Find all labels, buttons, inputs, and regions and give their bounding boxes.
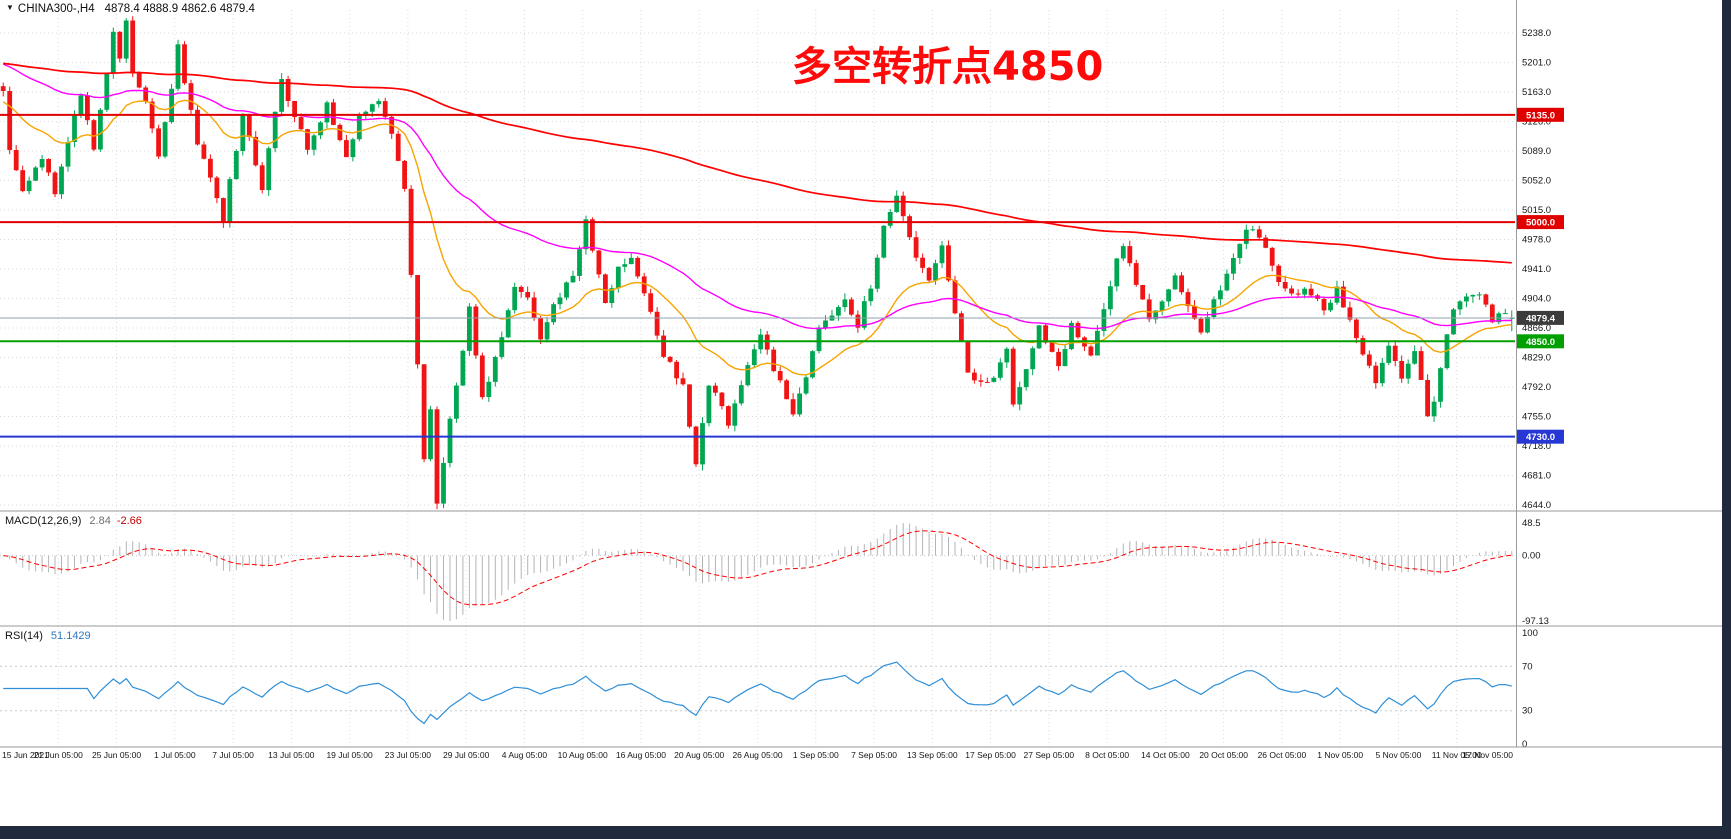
time-tick-label: 20 Aug 05:00: [674, 750, 724, 760]
chart-header: ▼ CHINA300-,H4 4878.4 4888.9 4862.6 4879.4: [6, 3, 255, 15]
macd-histogram: [9, 523, 1513, 621]
annotation-text[interactable]: 多空转折点4850: [792, 44, 1104, 90]
window-frame-bottom: [0, 826, 1731, 839]
price-tick-label: 5089.0: [1522, 146, 1551, 157]
rsi-axis-label: 70: [1522, 661, 1533, 672]
rsi-indicator-name: RSI(14): [5, 630, 43, 642]
time-tick-label: 4 Aug 05:00: [502, 750, 548, 760]
symbol-title: CHINA300-,H4: [17, 3, 95, 15]
rsi-axis-label: 30: [1522, 706, 1533, 717]
price-tick-label: 5163.0: [1522, 87, 1551, 98]
svg-text:4850.0: 4850.0: [1526, 337, 1555, 348]
time-tick-label: 5 Nov 05:00: [1376, 750, 1422, 760]
time-tick-label: 14 Oct 05:00: [1141, 750, 1190, 760]
macd-label: MACD(12,26,9) 2.84 -2.66: [5, 515, 142, 527]
time-tick-label: 11 Nov 05:00: [1432, 750, 1482, 760]
time-tick-label: 16 Aug 05:00: [616, 750, 666, 760]
time-tick-label: 23 Jul 05:00: [385, 750, 432, 760]
time-tick-label: 1 Sep 05:00: [793, 750, 839, 760]
price-axis[interactable]: 5238.0 5201.0 5163.0 5126.0 5089.0 5052.0 5015…: [1522, 28, 1551, 511]
price-badge-4730.0: 4730.0: [1517, 429, 1564, 444]
rsi-axis[interactable]: 100 70 30 0: [1522, 628, 1538, 750]
time-tick-label: 13 Sep 05:00: [907, 750, 958, 760]
price-badge-4879.4: 4879.4: [1517, 310, 1564, 325]
svg-text:4879.4: 4879.4: [1526, 313, 1556, 324]
price-tick-label: 5238.0: [1522, 28, 1551, 39]
symbol-marker-icon: ▼: [6, 3, 14, 12]
price-tick-label: 5052.0: [1522, 176, 1551, 187]
macd-signal-value: -2.66: [116, 515, 142, 527]
price-tick-label: 4941.0: [1522, 264, 1551, 275]
time-tick-label: 26 Oct 05:00: [1258, 750, 1307, 760]
price-tick-label: 5201.0: [1522, 58, 1551, 69]
price-tick-label: 4644.0: [1522, 500, 1551, 511]
price-tick-label: 4829.0: [1522, 353, 1551, 364]
rsi-axis-label: 100: [1522, 628, 1538, 639]
time-tick-label: 25 Jun 05:00: [92, 750, 141, 760]
price-badge-5000.0: 5000.0: [1517, 215, 1564, 230]
rsi-line: [3, 661, 1512, 725]
time-tick-label: 21 Jun 05:00: [34, 750, 83, 760]
ma-fast-line: [2, 99, 1512, 376]
time-tick-label: 29 Jul 05:00: [443, 750, 490, 760]
svg-text:5000.0: 5000.0: [1526, 218, 1555, 229]
time-tick-label: 1 Jul 05:00: [154, 750, 196, 760]
price-tick-label: 4792.0: [1522, 382, 1551, 393]
macd-axis-label: 48.5: [1522, 518, 1541, 529]
macd-signal-line: [3, 530, 1512, 606]
svg-text:4730.0: 4730.0: [1526, 432, 1555, 443]
ohlc-readout: 4878.4 4888.9 4862.6 4879.4: [104, 3, 255, 15]
time-tick-label: 26 Aug 05:00: [732, 750, 782, 760]
rsi-label: RSI(14) 51.1429: [5, 630, 91, 642]
time-tick-label: 7 Sep 05:00: [851, 750, 897, 760]
window-frame-right: [1722, 0, 1731, 839]
price-tick-label: 5015.0: [1522, 205, 1551, 216]
rsi-axis-label: 0: [1522, 739, 1527, 750]
price-badge-4850.0: 4850.0: [1517, 334, 1564, 349]
price-tick-label: 4755.0: [1522, 412, 1551, 423]
panel-separators: [0, 0, 1722, 748]
grid-layer: [0, 10, 1515, 747]
ma-mid-line: [2, 63, 1512, 330]
time-tick-label: 15 Jun 2021: [2, 750, 49, 760]
time-tick-label: 20 Oct 05:00: [1199, 750, 1248, 760]
macd-axis[interactable]: 48.5 0.00 -97.13: [1522, 518, 1549, 627]
rsi-value: 51.1429: [50, 630, 91, 642]
price-tick-label: 4866.0: [1522, 323, 1551, 334]
macd-axis-label: 0.00: [1522, 551, 1541, 562]
time-tick-label: 7 Jul 05:00: [212, 750, 254, 760]
price-badge-5135.0: 5135.0: [1517, 107, 1564, 122]
price-tick-label: 4681.0: [1522, 471, 1551, 482]
price-tick-label: 5126.0: [1522, 117, 1551, 128]
time-tick-label: 8 Oct 05:00: [1085, 750, 1129, 760]
macd-axis-label: -97.13: [1522, 616, 1549, 627]
macd-main-value: 2.84: [89, 515, 111, 527]
time-tick-label: 17 Sep 05:00: [965, 750, 1016, 760]
price-tick-label: 4978.0: [1522, 235, 1551, 246]
time-tick-label: 13 Jul 05:00: [268, 750, 315, 760]
svg-text:5135.0: 5135.0: [1526, 110, 1555, 121]
time-tick-label: 19 Jul 05:00: [326, 750, 373, 760]
macd-indicator-name: MACD(12,26,9): [5, 515, 82, 527]
time-tick-label: 10 Aug 05:00: [558, 750, 608, 760]
candles-layer: [0, 16, 1515, 510]
time-tick-label: 27 Sep 05:00: [1024, 750, 1075, 760]
time-tick-label: 17 Nov 05:00: [1462, 750, 1513, 760]
price-tick-label: 4904.0: [1522, 294, 1551, 305]
time-tick-label: 1 Nov 05:00: [1317, 750, 1363, 760]
ma-slow-line: [3, 62, 1512, 264]
price-tick-label: 4718.0: [1522, 441, 1551, 452]
